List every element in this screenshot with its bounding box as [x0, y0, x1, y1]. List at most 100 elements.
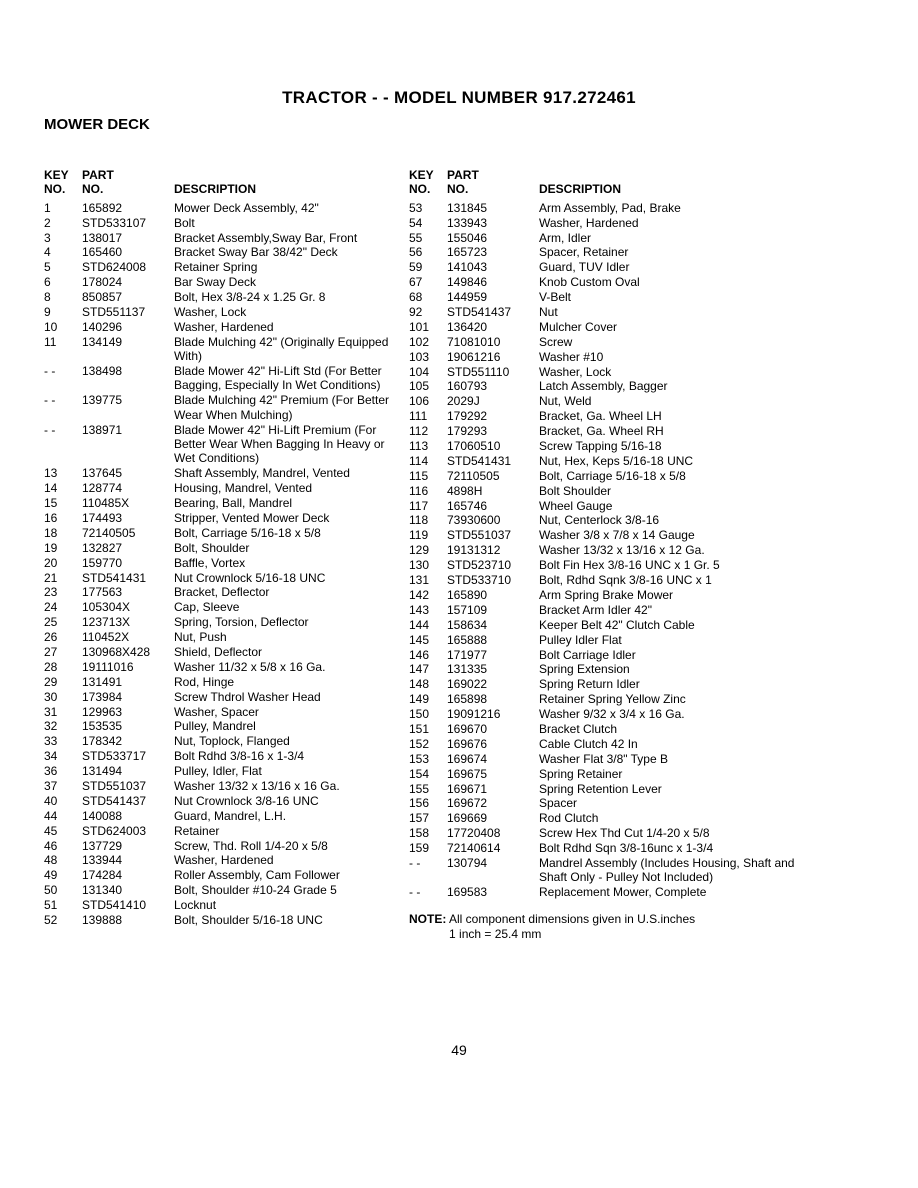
cell-description: Retainer Spring Yellow Zinc — [539, 692, 829, 707]
col-header-key: KEYNO. — [409, 168, 447, 201]
cell-description: Shaft Assembly, Mandrel, Vented — [174, 466, 399, 481]
cell-key-no: 156 — [409, 796, 447, 811]
cell-description: Screw Thdrol Washer Head — [174, 690, 399, 705]
table-row: - -138498Blade Mower 42" Hi-Lift Std (Fo… — [44, 364, 399, 393]
cell-key-no: 52 — [44, 913, 82, 928]
cell-key-no: 116 — [409, 484, 447, 499]
cell-part-no: 165892 — [82, 201, 174, 216]
cell-description: Spring Retainer — [539, 767, 829, 782]
cell-key-no: 158 — [409, 826, 447, 841]
table-row: 55155046Arm, Idler — [409, 231, 829, 246]
cell-key-no: 56 — [409, 245, 447, 260]
cell-description: Nut, Hex, Keps 5/16-18 UNC — [539, 454, 829, 469]
cell-description: Screw Tapping 5/16-18 — [539, 439, 829, 454]
cell-part-no: 174493 — [82, 511, 174, 526]
cell-key-no: 11 — [44, 335, 82, 364]
table-row: 21STD541431Nut Crownlock 5/16-18 UNC — [44, 571, 399, 586]
cell-description: Pulley, Mandrel — [174, 719, 399, 734]
cell-key-no: 24 — [44, 600, 82, 615]
cell-key-no: 130 — [409, 558, 447, 573]
cell-part-no: 149846 — [447, 275, 539, 290]
table-row: 1062029JNut, Weld — [409, 394, 829, 409]
cell-description: Bolt Rdhd Sqn 3/8-16unc x 1-3/4 — [539, 841, 829, 856]
table-row: 50131340Bolt, Shoulder #10-24 Grade 5 — [44, 883, 399, 898]
cell-description: Cap, Sleeve — [174, 600, 399, 615]
cell-part-no: STD533717 — [82, 749, 174, 764]
cell-key-no: 28 — [44, 660, 82, 675]
table-row: 9STD551137Washer, Lock — [44, 305, 399, 320]
cell-key-no: 154 — [409, 767, 447, 782]
cell-description: Nut, Toplock, Flanged — [174, 734, 399, 749]
cell-part-no: 19131312 — [447, 543, 539, 558]
cell-key-no: 131 — [409, 573, 447, 588]
cell-part-no: 140088 — [82, 809, 174, 824]
cell-key-no: 114 — [409, 454, 447, 469]
cell-description: Nut — [539, 305, 829, 320]
table-row: 31129963Washer, Spacer — [44, 705, 399, 720]
cell-part-no: STD533710 — [447, 573, 539, 588]
cell-part-no: 850857 — [82, 290, 174, 305]
cell-part-no: 72140614 — [447, 841, 539, 856]
table-row: 153169674Washer Flat 3/8" Type B — [409, 752, 829, 767]
cell-description: Washer 13/32 x 13/16 x 12 Ga. — [539, 543, 829, 558]
cell-key-no: 150 — [409, 707, 447, 722]
cell-description: Washer, Hardened — [174, 853, 399, 868]
table-row: 119STD551037Washer 3/8 x 7/8 x 14 Gauge — [409, 528, 829, 543]
cell-part-no: STD551037 — [447, 528, 539, 543]
cell-description: Bracket, Deflector — [174, 585, 399, 600]
cell-key-no: 45 — [44, 824, 82, 839]
cell-key-no: 106 — [409, 394, 447, 409]
table-row: 36131494Pulley, Idler, Flat — [44, 764, 399, 779]
table-row: 145165888Pulley Idler Flat — [409, 633, 829, 648]
cell-part-no: STD551110 — [447, 365, 539, 380]
cell-key-no: 18 — [44, 526, 82, 541]
cell-key-no: 36 — [44, 764, 82, 779]
cell-part-no: STD541437 — [82, 794, 174, 809]
cell-part-no: 131335 — [447, 662, 539, 677]
cell-part-no: STD541410 — [82, 898, 174, 913]
table-row: 143157109Bracket Arm Idler 42" — [409, 603, 829, 618]
page-title: TRACTOR - - MODEL NUMBER 917.272461 — [0, 88, 918, 108]
note-block: NOTE: All component dimensions given in … — [409, 912, 829, 941]
cell-key-no: 149 — [409, 692, 447, 707]
cell-description: Washer 13/32 x 13/16 x 16 Ga. — [174, 779, 399, 794]
cell-part-no: 17720408 — [447, 826, 539, 841]
table-row: 112179293Bracket, Ga. Wheel RH — [409, 424, 829, 439]
cell-part-no: 179293 — [447, 424, 539, 439]
cell-key-no: - - — [44, 364, 82, 393]
table-row: 14128774Housing, Mandrel, Vented — [44, 481, 399, 496]
cell-key-no: 44 — [44, 809, 82, 824]
cell-description: Bolt Shoulder — [539, 484, 829, 499]
right-column: KEYNO. PARTNO. DESCRIPTION 53131845Arm A… — [409, 168, 829, 941]
cell-part-no: STD624003 — [82, 824, 174, 839]
table-row: 147131335Spring Extension — [409, 662, 829, 677]
table-row: 19132827Bolt, Shoulder — [44, 541, 399, 556]
table-row: 54133943Washer, Hardened — [409, 216, 829, 231]
note-label: NOTE: — [409, 912, 446, 926]
cell-key-no: 144 — [409, 618, 447, 633]
table-row: 111179292Bracket, Ga. Wheel LH — [409, 409, 829, 424]
cell-part-no: 131340 — [82, 883, 174, 898]
cell-part-no: 140296 — [82, 320, 174, 335]
cell-description: Spacer — [539, 796, 829, 811]
cell-part-no: 169672 — [447, 796, 539, 811]
cell-description: Bolt, Shoulder 5/16-18 UNC — [174, 913, 399, 928]
cell-part-no: 110485X — [82, 496, 174, 511]
cell-part-no: 155046 — [447, 231, 539, 246]
cell-key-no: 14 — [44, 481, 82, 496]
table-row: 142165890Arm Spring Brake Mower — [409, 588, 829, 603]
cell-description: Knob Custom Oval — [539, 275, 829, 290]
cell-description: Housing, Mandrel, Vented — [174, 481, 399, 496]
cell-part-no: 134149 — [82, 335, 174, 364]
cell-part-no: 73930600 — [447, 513, 539, 528]
cell-description: Replacement Mower, Complete — [539, 885, 829, 900]
table-row: 114STD541431Nut, Hex, Keps 5/16-18 UNC — [409, 454, 829, 469]
cell-key-no: 19 — [44, 541, 82, 556]
cell-part-no: 139888 — [82, 913, 174, 928]
table-row: 13137645Shaft Assembly, Mandrel, Vented — [44, 466, 399, 481]
cell-part-no: 138017 — [82, 231, 174, 246]
cell-part-no: STD541431 — [82, 571, 174, 586]
table-row: 46137729Screw, Thd. Roll 1/4-20 x 5/8 — [44, 839, 399, 854]
table-row: 44140088Guard, Mandrel, L.H. — [44, 809, 399, 824]
cell-description: Washer, Lock — [174, 305, 399, 320]
